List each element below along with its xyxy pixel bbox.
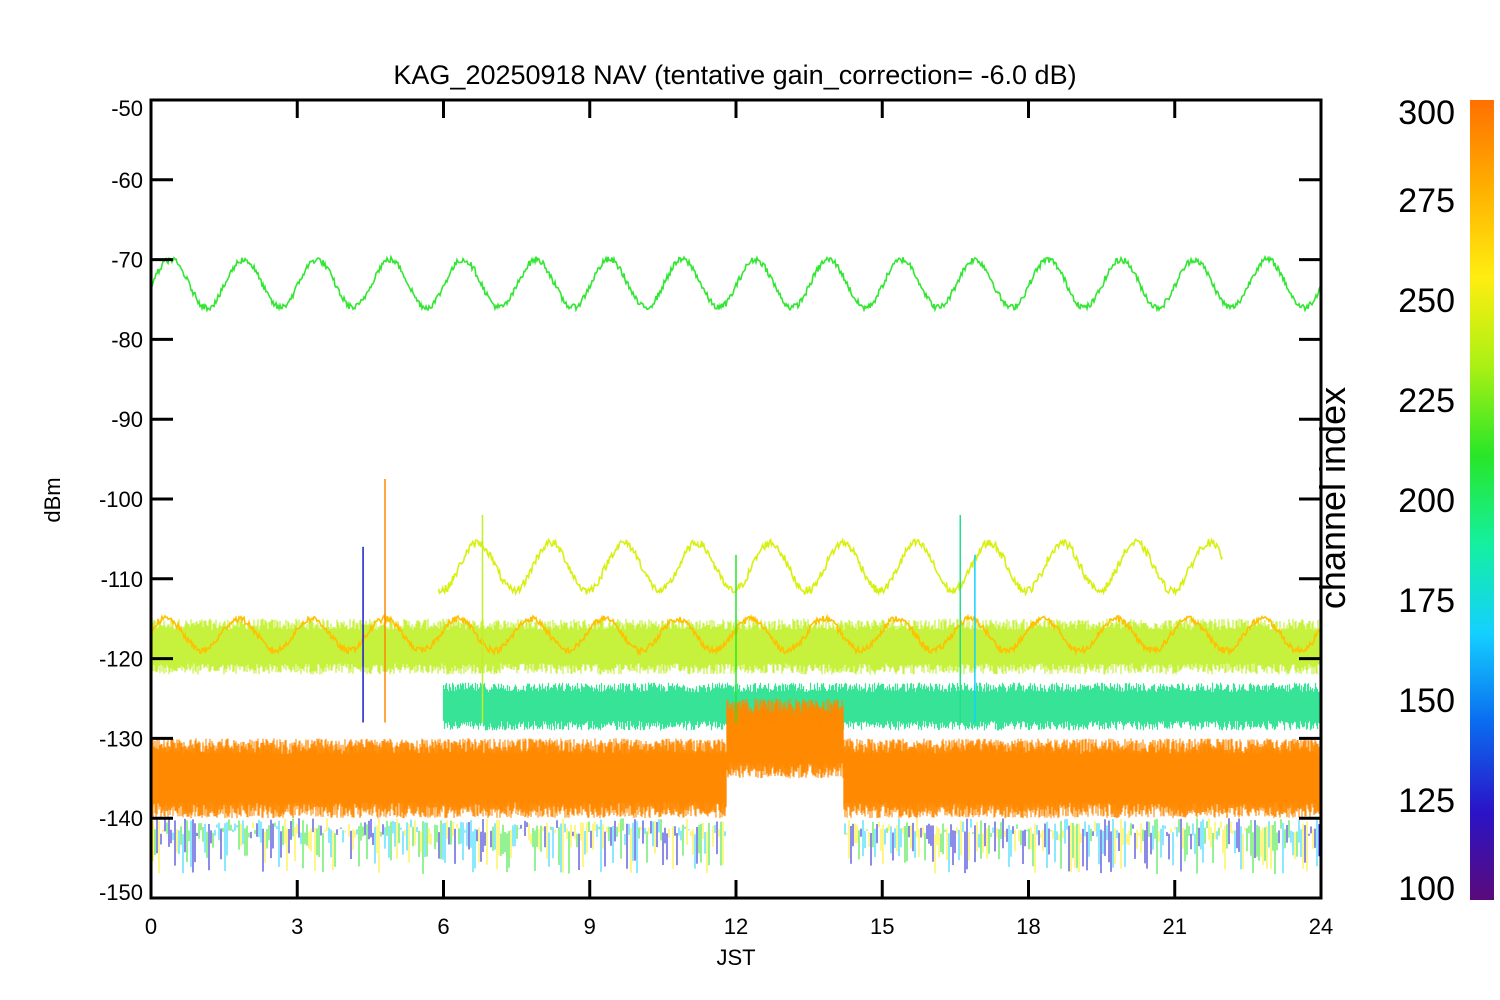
x-tick-label: 18 xyxy=(1016,914,1040,939)
colorbar-tick-label: 175 xyxy=(1398,582,1455,620)
colorbar-tick-label: 250 xyxy=(1398,282,1455,320)
y-tick-label: -110 xyxy=(101,567,143,592)
y-tick-label: -80 xyxy=(111,327,143,352)
series-line-1 xyxy=(437,537,1224,597)
chart-title: KAG_20250918 NAV (tentative gain_correct… xyxy=(393,60,1076,90)
x-tick-label: 9 xyxy=(584,914,596,939)
colorbar: 300 275 250 225 200 175 150 125 100 xyxy=(1398,94,1494,908)
y-tick-label: -90 xyxy=(111,407,143,432)
colorbar-tick-label: 150 xyxy=(1398,682,1455,720)
colorbar-tick-label: 200 xyxy=(1398,482,1455,520)
axes: 0 3 6 9 12 15 18 21 24 -50 -60 -70 -80 -90 -100 -110 -12… xyxy=(99,96,1333,939)
x-tick-label: 0 xyxy=(145,914,157,939)
colorbar-gradient xyxy=(1470,100,1494,900)
colorbar-tick-label: 300 xyxy=(1398,94,1455,132)
colorbar-label: channel index xyxy=(1312,387,1353,609)
colorbar-tick-label: 100 xyxy=(1398,870,1455,908)
y-tick-label: -150 xyxy=(99,880,143,905)
y-tick-label: -60 xyxy=(111,168,143,193)
y-axis-label: dBm xyxy=(40,477,65,522)
x-tick-label: 21 xyxy=(1163,914,1187,939)
colorbar-tick-label: 275 xyxy=(1398,182,1455,220)
series-band-1 xyxy=(442,682,1321,731)
x-tick-label: 6 xyxy=(437,914,449,939)
series-band-core xyxy=(151,698,1321,819)
series-group xyxy=(151,254,1321,874)
y-tick-label: -100 xyxy=(99,487,143,512)
y-tick-label: -120 xyxy=(99,647,143,672)
y-tick-label: -70 xyxy=(111,248,143,273)
x-axis-label: JST xyxy=(716,945,755,970)
y-tick-label: -140 xyxy=(99,806,143,831)
x-tick-label: 15 xyxy=(870,914,894,939)
x-tick-label: 12 xyxy=(724,914,748,939)
y-tick-label: -130 xyxy=(99,726,143,751)
floor-fringe xyxy=(151,818,1320,874)
series-line-0 xyxy=(151,254,1321,313)
y-tick-label: -50 xyxy=(111,96,143,121)
colorbar-tick-label: 125 xyxy=(1398,782,1455,820)
colorbar-tick-label: 225 xyxy=(1398,382,1455,420)
x-tick-label: 24 xyxy=(1309,914,1333,939)
x-tick-label: 3 xyxy=(291,914,303,939)
